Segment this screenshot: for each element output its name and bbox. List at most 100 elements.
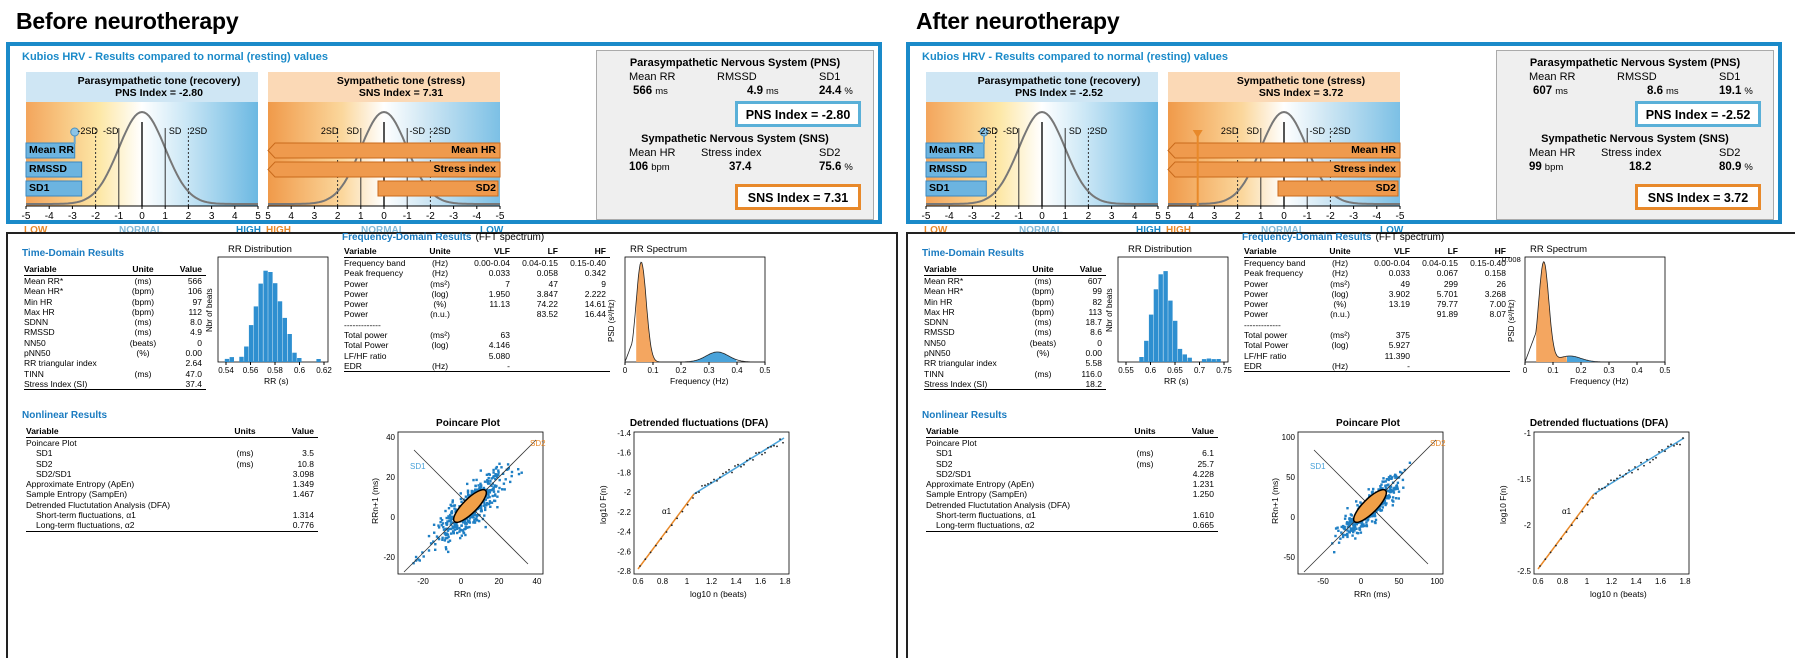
rr-spectrum-chart: RR Spectrum PSD (s²/Hz) Frequency (Hz) 0.00… (1502, 244, 1670, 386)
sns-value-number: 37.4 (729, 161, 752, 173)
table-cell: 83.52 (536, 309, 558, 320)
sns-bar-label: SD2 (475, 182, 496, 194)
sd1-label: SD1 (1310, 462, 1326, 471)
table-cell: RR triangular index (24, 358, 97, 369)
pns-axis-word-high: HIGH (1136, 225, 1161, 236)
table-row: SD2 (ms) 10.8 (26, 459, 318, 469)
table-cell: 7.00 (1489, 299, 1506, 310)
frequency-domain-subtitle: (FFT spectrum) (475, 232, 545, 243)
table-cell: 0 (1097, 337, 1102, 348)
table-cell: ------------- (344, 319, 381, 330)
pns-value: 607 ms (1533, 85, 1568, 97)
dfa-xtick: 0.6 (632, 577, 644, 586)
dfa-plot: Detrended fluctuations (DFA) α1 0.6 0.8 1 1.2… (598, 418, 791, 599)
pns-col-label: Mean RR (1529, 71, 1576, 83)
dfa-xtick: 1.8 (1679, 577, 1691, 586)
alpha1-label: α1 (1562, 507, 1572, 516)
table-cell: 4.228 (1192, 468, 1214, 479)
table-cell: RMSSD (24, 327, 55, 338)
pns-gauge-chart (25, 72, 259, 209)
pns-sd-label: -2SD (977, 126, 998, 136)
table-header: Variable (926, 426, 1120, 438)
table-cell: (Hz) (431, 268, 449, 279)
table-row: Min HR (bpm) 82 (924, 297, 1106, 307)
table-header: Unite (418, 246, 466, 258)
table-cell: Sample Entropy (SampEn) (926, 489, 1028, 500)
table-row: Power (log) 3.902 5.701 3.268 (1244, 289, 1510, 299)
table-row: Max HR (bpm) 113 (924, 307, 1106, 317)
table-cell: (ms) (236, 458, 254, 469)
sns-index-box: SNS Index = 7.31 (735, 184, 861, 210)
rr-spectrum-xtick: 0.1 (1547, 366, 1559, 375)
rr-spectrum-xlabel: Frequency (Hz) (1570, 376, 1629, 386)
sns-axis-tick: -4 (1372, 211, 1382, 222)
pns-value-unit: ms (1666, 86, 1679, 97)
table-header: Variable (26, 426, 220, 438)
rr-dist-bar (292, 352, 297, 362)
sns-bar-label: Stress index (1333, 163, 1396, 175)
table-cell: 99 (1092, 286, 1102, 297)
table-row: Power (%) 11.13 74.22 14.61 (344, 299, 610, 309)
pns-axis-tick: 0 (1039, 211, 1045, 222)
table-cell: SD2 (36, 458, 53, 469)
table-cell: RR triangular index (924, 358, 997, 369)
table-cell: Peak frequency (344, 268, 404, 279)
table-cell: 2.64 (185, 358, 202, 369)
table-row: EDR (Hz) - (344, 360, 610, 373)
sns-value-unit: bpm (651, 162, 670, 173)
table-cell: Power (344, 288, 369, 299)
table-row: EDR (Hz) - (1244, 360, 1510, 373)
dfa-xlabel: log10 n (beats) (690, 589, 747, 599)
table-cell: (Hz) (431, 258, 449, 268)
poincare-ytick: 0 (1291, 513, 1296, 522)
table-header-row: Variable Unite VLF LF HF (344, 246, 610, 258)
pns-axis-tick: -1 (114, 211, 124, 222)
poincare-xlabel: RRn (ms) (1354, 589, 1391, 599)
table-cell: 37.4 (172, 378, 206, 391)
poincare-ytick: 40 (386, 433, 395, 442)
table-cell (1120, 438, 1174, 449)
table-cell: Long-term fluctuations, α2 (926, 520, 1120, 532)
table-cell (466, 320, 514, 330)
table-cell: Power (344, 278, 369, 289)
table-cell: (n.u.) (1330, 309, 1350, 320)
table-cell: Mean RR* (24, 276, 64, 286)
table-cell (514, 330, 562, 340)
frequency-domain-subtitle: (FFT spectrum) (1375, 232, 1445, 243)
sns-col-label: Mean HR (1529, 147, 1576, 159)
sns-value-number: 99 (1529, 161, 1542, 173)
table-cell: Max HR (24, 306, 55, 317)
table-cell: (ms) (1136, 448, 1154, 459)
table-header: HF (1462, 246, 1510, 258)
pns-summary-title: Parasympathetic Nervous System (PNS) (1529, 57, 1741, 69)
table-cell: (ms) (1034, 276, 1052, 286)
pns-axis-word-low: LOW (924, 225, 948, 236)
rr-spectrum-ylabel: PSD (s²/Hz) (1507, 299, 1516, 342)
sns-summary-title: Sympathetic Nervous System (SNS) (641, 133, 829, 145)
table-cell: 112 (188, 306, 202, 317)
table-row: Power (%) 13.19 79.77 7.00 (1244, 299, 1510, 309)
sns-axis-tick: -3 (1349, 211, 1359, 222)
table-cell (514, 340, 562, 350)
table-cell: 1.467 (292, 489, 314, 500)
table-header-row: Variable Unite VLF LF HF (1244, 246, 1510, 258)
table-cell: (ms²) (430, 278, 450, 289)
table-cell: 79.77 (1436, 299, 1458, 310)
table-cell: Power (1244, 299, 1269, 310)
dfa-ytick: -2.6 (617, 547, 631, 556)
table-cell (1366, 309, 1414, 319)
frequency-domain-title: Frequency-Domain Results (FFT spectrum) (1242, 232, 1444, 243)
table-row: SD2 (ms) 25.7 (926, 459, 1218, 469)
table-row: Total power (ms²) 375 (1244, 330, 1510, 340)
table-cell: Long-term fluctuations, α2 (26, 520, 220, 532)
poincare-xtick: 0 (459, 577, 464, 586)
pns-bar-label: SD1 (929, 182, 950, 194)
sns-bar-label: Mean HR (451, 144, 496, 156)
dfa-ytick: -1.5 (1517, 475, 1531, 484)
kubios-results-box: Kubios HRV - Results compared to normal … (906, 42, 1782, 236)
pns-value-number: 4.9 (747, 85, 763, 97)
table-cell (1366, 320, 1414, 330)
table-cell: 97 (192, 296, 202, 307)
sns-value: 106 bpm (629, 161, 670, 173)
rr-spectrum-chart: RR Spectrum PSD (s²/Hz) Frequency (Hz) 0 0.1… (607, 244, 770, 386)
